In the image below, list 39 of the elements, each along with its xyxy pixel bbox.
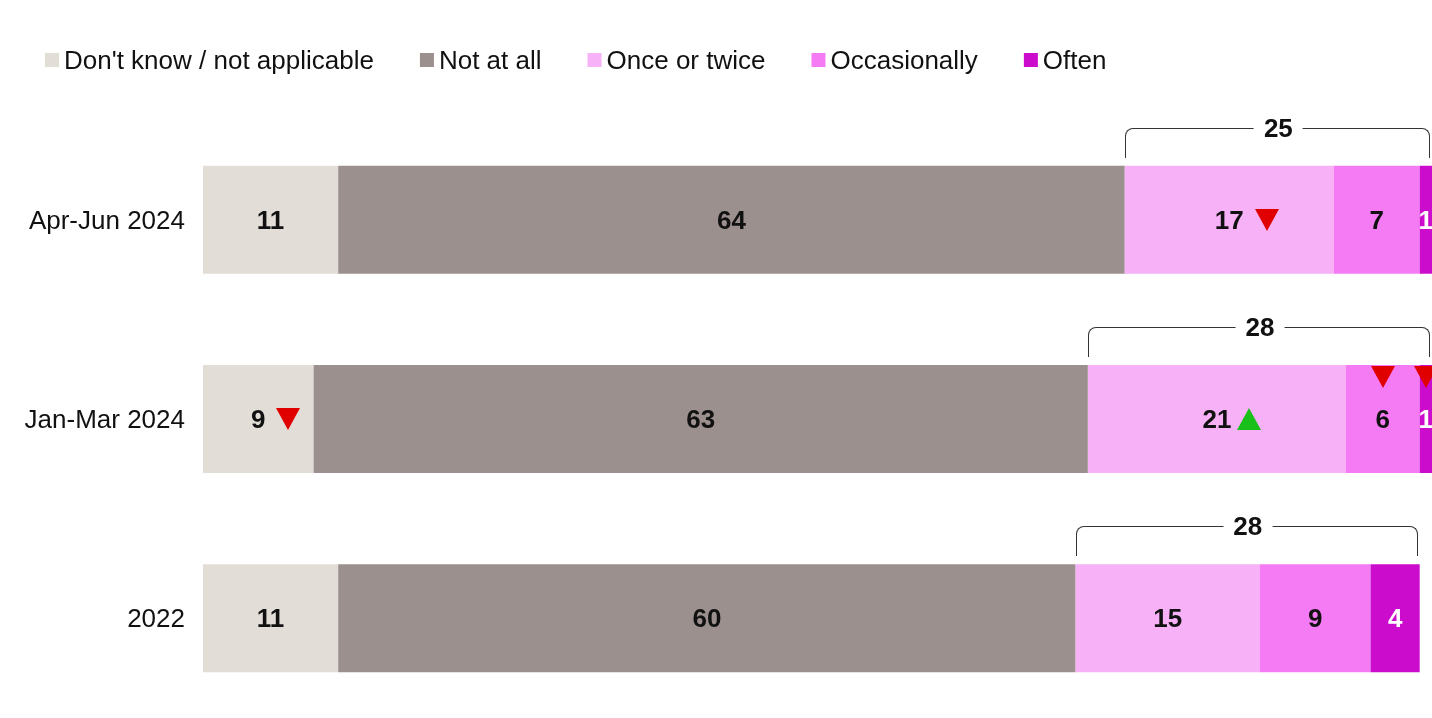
legend-label: Occasionally <box>830 45 978 75</box>
data-label: 64 <box>717 204 747 235</box>
data-label: 1 <box>1418 204 1432 235</box>
data-label: 6 <box>1375 404 1391 434</box>
bar <box>1345 365 1420 473</box>
data-label: 7 <box>1369 204 1384 235</box>
data-label: 17 <box>1214 204 1244 235</box>
y-tick-label: 2022 <box>127 603 185 634</box>
bar <box>1124 165 1334 274</box>
annotation: 28 <box>1235 310 1285 344</box>
legend-label: Once or twice <box>606 45 766 75</box>
bar <box>1370 564 1420 673</box>
bar <box>1087 365 1346 473</box>
bar <box>1075 564 1260 673</box>
y-tick-label: Apr-Jun 2024 <box>28 204 185 235</box>
legend-label: Often <box>1042 45 1107 75</box>
data-label: 60 <box>692 603 722 634</box>
data-label: 63 <box>686 404 716 434</box>
bar <box>1333 165 1420 274</box>
data-label: 4 <box>1387 603 1403 634</box>
annotation: 25 <box>1253 110 1303 145</box>
bar <box>203 365 314 473</box>
bar <box>203 165 339 274</box>
data-label: 9 <box>251 404 266 434</box>
bar <box>313 365 1088 473</box>
data-label: 9 <box>1308 603 1323 634</box>
y-tick-label: Jan-Mar 2024 <box>24 404 185 434</box>
bar <box>338 165 1125 274</box>
data-label: 11 <box>256 603 285 634</box>
legend-label: Don't know / not applicable <box>64 45 374 75</box>
data-label: 15 <box>1153 603 1183 634</box>
data-label: 21 <box>1202 404 1232 434</box>
data-label: 11 <box>256 204 285 235</box>
bar <box>203 564 339 673</box>
data-label: 1 <box>1418 404 1432 434</box>
annotation: 28 <box>1223 509 1273 544</box>
bar <box>338 564 1076 673</box>
bar <box>1259 564 1371 673</box>
legend-label: Not at all <box>438 45 542 75</box>
